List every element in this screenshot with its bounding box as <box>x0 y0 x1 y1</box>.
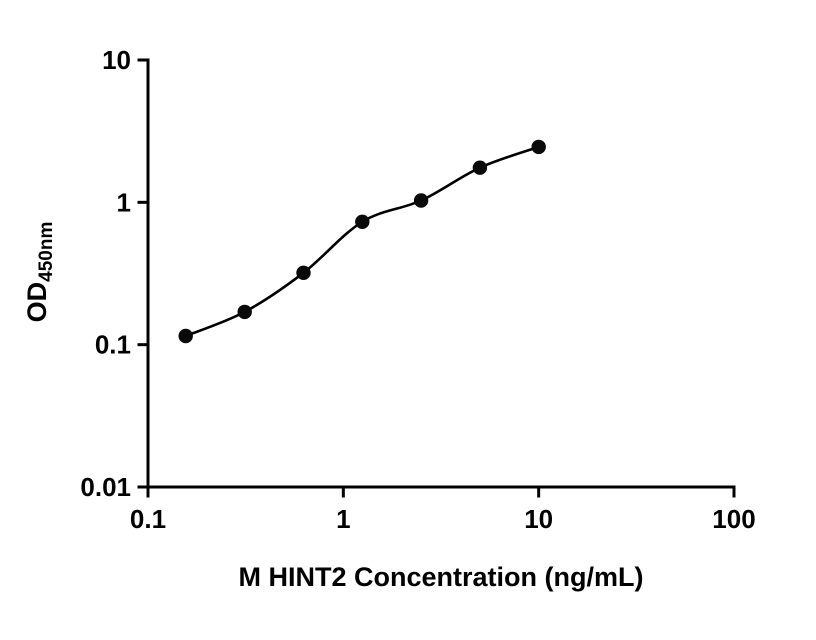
y-tick-label: 0.1 <box>95 330 131 360</box>
y-tick-label: 10 <box>102 45 131 75</box>
x-tick-label: 10 <box>524 504 553 534</box>
data-point <box>296 265 311 280</box>
y-tick-label: 0.01 <box>80 472 131 502</box>
data-point <box>237 304 252 320</box>
x-axis-title: M HINT2 Concentration (ng/mL) <box>239 562 644 592</box>
x-tick-label: 0.1 <box>130 504 166 534</box>
axis-ticks <box>137 58 736 498</box>
y-axis-title: OD450nm <box>22 222 57 323</box>
y-tick-label: 1 <box>117 187 131 217</box>
fit-curve <box>185 145 540 338</box>
data-point <box>413 193 429 208</box>
fit-curve-group <box>185 145 540 338</box>
x-tick-label: 100 <box>712 504 755 534</box>
data-point <box>355 214 370 229</box>
x-tick-label: 1 <box>336 504 350 534</box>
data-point <box>178 328 193 344</box>
data-points-group <box>178 139 546 344</box>
y-axis-title-main: OD <box>22 282 52 323</box>
data-point <box>472 160 488 175</box>
y-axis-title-subscript: 450nm <box>36 222 57 282</box>
data-point <box>531 139 546 155</box>
